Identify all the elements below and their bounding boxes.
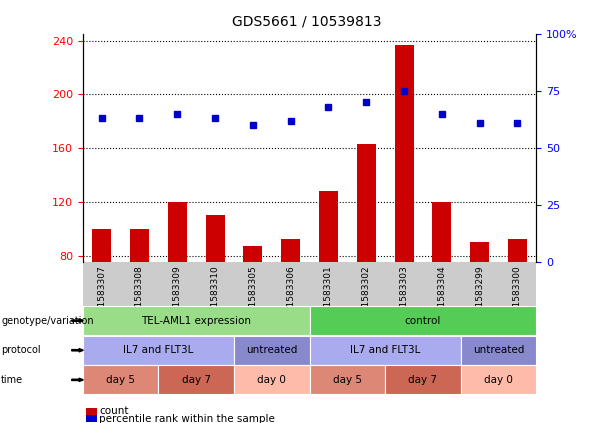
Bar [205,215,224,262]
Text: day 5: day 5 [333,375,362,385]
Text: time: time [1,375,23,385]
Text: percentile rank within the sample: percentile rank within the sample [99,414,275,423]
Text: day 7: day 7 [181,375,211,385]
Text: TEL-AML1 expression: TEL-AML1 expression [141,316,251,326]
Bar [281,239,300,262]
Bar [319,191,338,262]
Text: day 7: day 7 [408,375,438,385]
Bar [92,229,111,262]
Text: untreated: untreated [246,345,297,355]
Text: IL7 and FLT3L: IL7 and FLT3L [123,345,194,355]
Text: day 0: day 0 [484,375,513,385]
Text: count: count [99,406,129,416]
Bar [130,229,149,262]
Text: GDS5661 / 10539813: GDS5661 / 10539813 [232,15,381,29]
Bar [168,202,187,262]
Bar [470,242,489,262]
Bar [395,44,414,262]
Bar [243,246,262,262]
Text: genotype/variation: genotype/variation [1,316,94,326]
Bar [508,239,527,262]
Text: day 0: day 0 [257,375,286,385]
Text: protocol: protocol [1,345,41,355]
Text: untreated: untreated [473,345,524,355]
Text: day 5: day 5 [106,375,135,385]
Text: IL7 and FLT3L: IL7 and FLT3L [350,345,421,355]
Bar [357,144,376,262]
Bar [432,202,451,262]
Text: control: control [405,316,441,326]
